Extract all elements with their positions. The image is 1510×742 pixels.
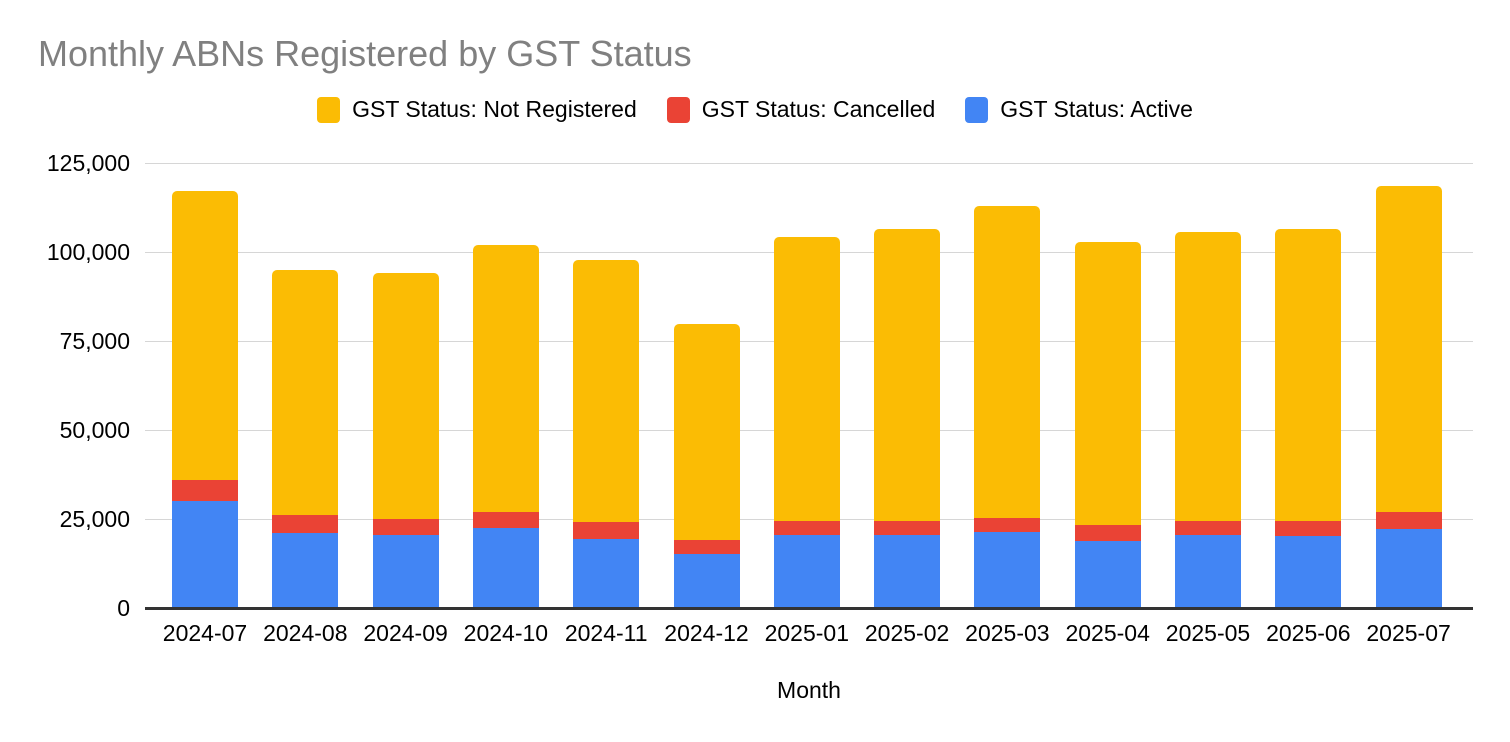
x-axis-tick-label: 2025-06	[1266, 620, 1351, 646]
bar-segment[interactable]	[372, 535, 439, 608]
bar-segment[interactable]	[874, 535, 941, 608]
bar-segment[interactable]	[974, 532, 1041, 608]
bar-segment[interactable]	[372, 519, 439, 536]
x-axis-tick-label: 2025-04	[1065, 620, 1150, 646]
x-axis-tick-label: 2024-08	[263, 620, 348, 646]
bar-segment[interactable]	[773, 520, 840, 536]
legend-item[interactable]: GST Status: Cancelled	[666, 96, 936, 123]
legend-label: GST Status: Active	[1000, 96, 1193, 122]
bar-segment[interactable]	[773, 535, 840, 608]
bar-segment[interactable]	[1175, 535, 1241, 608]
bar-segment[interactable]	[1074, 541, 1141, 608]
bar-segment[interactable]	[172, 479, 238, 502]
bar-segment[interactable]	[974, 205, 1041, 518]
bar-segment[interactable]	[472, 244, 539, 513]
x-axis-tick-label: 2025-01	[764, 620, 850, 646]
legend-label: GST Status: Cancelled	[701, 96, 936, 122]
y-axis-tick-label: 75,000	[59, 328, 130, 354]
bar-segment[interactable]	[172, 191, 238, 480]
bar-2024-09	[372, 163, 439, 608]
bar-2025-01	[773, 163, 840, 608]
bar-2025-03	[974, 163, 1041, 608]
bar-segment[interactable]	[372, 272, 439, 519]
bar-segment[interactable]	[974, 517, 1041, 533]
bar-segment[interactable]	[1375, 529, 1442, 608]
bar-2025-06	[1275, 163, 1342, 608]
bar-segment[interactable]	[272, 515, 339, 534]
bar-segment[interactable]	[573, 259, 640, 522]
bar-2025-02	[874, 163, 941, 608]
bar-segment[interactable]	[573, 538, 640, 608]
bar-segment[interactable]	[1275, 229, 1342, 522]
legend-swatch	[965, 96, 989, 123]
legend: GST Status: Not Registered GST Status: Ca…	[0, 96, 1510, 123]
legend-swatch	[317, 96, 341, 123]
bar-2025-07	[1375, 163, 1442, 608]
bar-2024-08	[272, 163, 339, 608]
bar-2024-11	[573, 163, 640, 608]
bar-segment[interactable]	[272, 269, 339, 516]
bar-segment[interactable]	[1375, 512, 1442, 530]
bar-segment[interactable]	[573, 521, 640, 539]
bar-segment[interactable]	[472, 512, 539, 529]
bar-segment[interactable]	[874, 228, 941, 521]
x-axis-tick-label: 2025-03	[965, 620, 1050, 646]
bar-segment[interactable]	[673, 323, 740, 541]
y-axis-tick-label: 50,000	[59, 417, 130, 443]
bar-segment[interactable]	[1275, 521, 1342, 537]
bar-segment[interactable]	[272, 533, 339, 608]
bar-segment[interactable]	[172, 501, 238, 608]
legend-label: GST Status: Not Registered	[352, 96, 637, 122]
x-axis-tick-label: 2024-09	[363, 620, 448, 646]
bar-2024-10	[472, 163, 539, 608]
x-axis-title: Month	[777, 677, 841, 703]
y-axis-tick-label: 0	[117, 595, 130, 621]
y-axis-tick-label: 125,000	[46, 150, 130, 176]
y-axis-tick-label: 100,000	[46, 239, 130, 265]
bar-segment[interactable]	[472, 528, 539, 608]
gridline	[145, 163, 1473, 164]
x-axis-tick-label: 2024-11	[564, 620, 648, 646]
x-axis-tick-label: 2024-10	[463, 620, 549, 646]
bar-2024-12	[673, 163, 740, 608]
x-axis-line	[145, 607, 1473, 610]
bar-segment[interactable]	[673, 554, 740, 608]
x-axis-tick-label: 2025-07	[1366, 620, 1451, 646]
bar-segment[interactable]	[1275, 536, 1342, 608]
legend-swatch	[666, 96, 690, 123]
bar-segment[interactable]	[1074, 525, 1141, 542]
x-axis-tick-label: 2025-05	[1165, 620, 1251, 646]
bar-2024-07	[172, 163, 238, 608]
plot-area	[145, 163, 1473, 608]
chart-title: Monthly ABNs Registered by GST Status	[38, 33, 692, 74]
bar-segment[interactable]	[1175, 520, 1241, 536]
bar-segment[interactable]	[1375, 185, 1442, 513]
bar-segment[interactable]	[1074, 241, 1141, 526]
legend-item[interactable]: GST Status: Not Registered	[317, 96, 637, 123]
x-axis-tick-label: 2024-07	[162, 620, 248, 646]
bar-2025-04	[1074, 163, 1141, 608]
x-axis-tick-label: 2024-12	[664, 620, 749, 646]
y-axis-tick-label: 25,000	[59, 506, 130, 532]
bar-segment[interactable]	[773, 237, 840, 521]
bar-segment[interactable]	[874, 520, 941, 536]
bar-segment[interactable]	[1175, 231, 1241, 521]
bar-2025-05	[1175, 163, 1241, 608]
bar-segment[interactable]	[673, 540, 740, 555]
x-axis-tick-label: 2025-02	[864, 620, 950, 646]
legend-item[interactable]: GST Status: Active	[965, 96, 1193, 123]
